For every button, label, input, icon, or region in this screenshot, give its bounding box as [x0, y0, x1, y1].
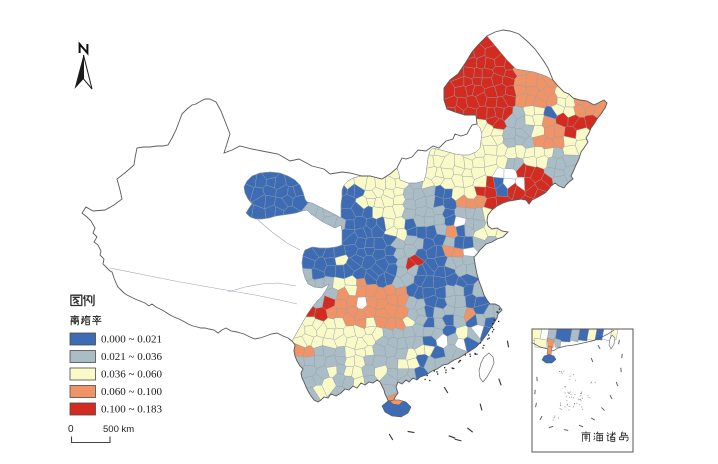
svg-text:0.000 ~ 0.021: 0.000 ~ 0.021 — [101, 334, 162, 346]
svg-text:0: 0 — [68, 424, 74, 435]
svg-text:0.060 ~ 0.100: 0.060 ~ 0.100 — [101, 386, 162, 398]
svg-text:0.036 ~ 0.060: 0.036 ~ 0.060 — [101, 369, 162, 381]
svg-text:0.100 ~ 0.183: 0.100 ~ 0.183 — [101, 404, 162, 416]
svg-text:0.021 ~ 0.036: 0.021 ~ 0.036 — [101, 351, 162, 363]
svg-text:500 km: 500 km — [103, 424, 134, 435]
